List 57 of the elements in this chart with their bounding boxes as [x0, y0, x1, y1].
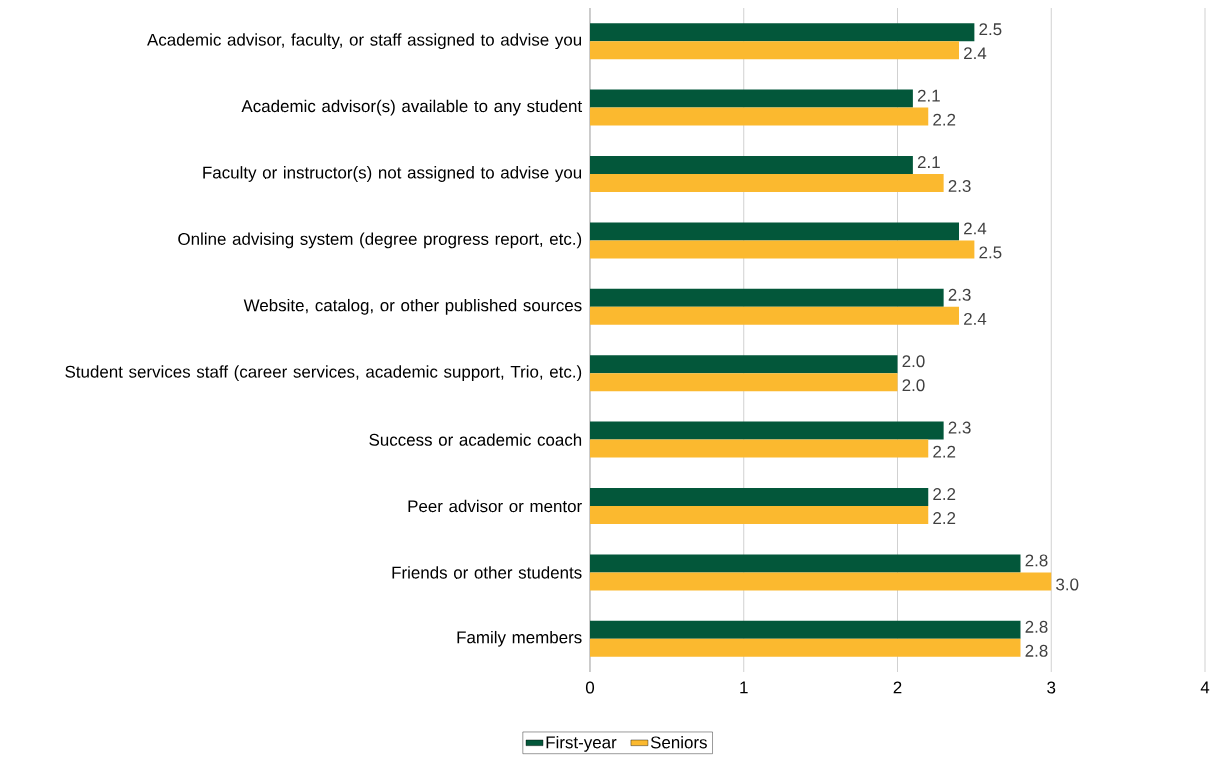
bar: [590, 620, 1021, 639]
data-label: 2.5: [979, 23, 1002, 36]
bar: [590, 41, 959, 60]
bar: [590, 89, 913, 108]
y-tick-label: Family members: [457, 630, 582, 647]
bar: [590, 222, 959, 241]
data-label: 2.5: [979, 246, 1002, 259]
bar: [590, 355, 898, 374]
bar: [590, 306, 959, 325]
bar: [590, 421, 944, 440]
x-tick-label: 1: [740, 681, 748, 694]
y-tick-label: Friends or other students: [392, 566, 582, 579]
data-label: 2.8: [1025, 620, 1048, 633]
x-tick-label: 3: [1047, 681, 1056, 694]
data-label: 2.8: [1025, 644, 1048, 657]
bar: [590, 373, 898, 392]
bar: [590, 554, 1021, 573]
data-label: 2.2: [933, 512, 956, 524]
data-label: 2.4: [964, 47, 987, 60]
bar: [590, 638, 1021, 657]
bar: [590, 156, 913, 174]
data-label: 2.2: [933, 113, 956, 126]
bar: [590, 23, 975, 42]
y-tick-label: Student services staff (career services, academic support, Trio, etc.): [65, 365, 582, 382]
data-label: 2.3: [948, 180, 971, 192]
data-label: 2.0: [902, 355, 925, 368]
data-label: 2.1: [917, 89, 940, 102]
bar: [590, 288, 944, 307]
y-tick-label: Academic advisor, faculty, or staff assigned to advise you: [147, 33, 582, 50]
bar: [590, 488, 929, 507]
data-label: 2.3: [948, 288, 971, 301]
y-tick-label: Website, catalog, or other published sources: [243, 298, 582, 315]
data-label: 2.4: [964, 222, 987, 235]
bar: [590, 174, 944, 192]
bar: [590, 439, 929, 458]
y-tick-label: Success or academic coach: [369, 433, 582, 446]
data-label: 2.0: [902, 379, 925, 392]
bar: [590, 107, 929, 126]
y-tick-label: Academic advisor(s) available to any student: [241, 99, 583, 116]
y-tick-label: Faculty or instructor(s) not assigned to advise you: [203, 166, 582, 182]
legend-label: Seniors: [650, 735, 707, 749]
y-tick-label: Online advising system (degree progress report, etc.): [178, 232, 582, 249]
data-label: 2.2: [933, 488, 956, 500]
data-label: 2.4: [964, 312, 987, 325]
data-label: 2.2: [933, 445, 956, 458]
data-label: 2.8: [1025, 554, 1048, 567]
x-tick-label: 2: [893, 681, 902, 694]
y-tick-label: Peer advisor or mentor: [408, 499, 582, 513]
x-tick-label: 0: [585, 681, 595, 694]
legend-label: First-year: [546, 735, 617, 752]
data-label: 2.1: [917, 156, 940, 168]
x-tick-label: 4: [1200, 681, 1210, 694]
bar: [590, 572, 1052, 591]
bar: [590, 240, 975, 259]
data-label: 3.0: [1056, 578, 1079, 591]
bar: [590, 506, 929, 525]
data-label: 2.3: [948, 421, 971, 434]
